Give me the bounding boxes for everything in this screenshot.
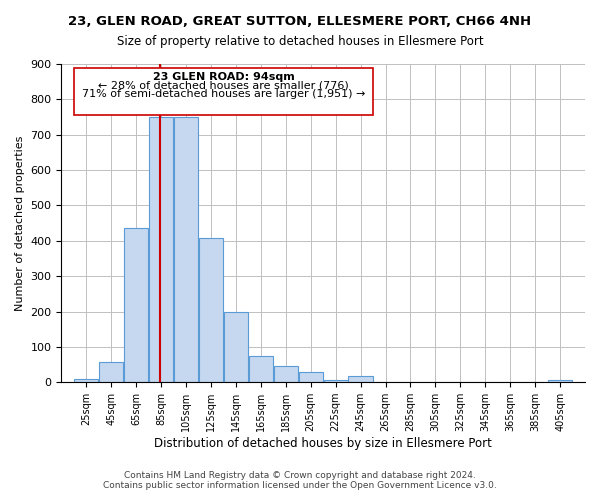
Text: Contains HM Land Registry data © Crown copyright and database right 2024.
Contai: Contains HM Land Registry data © Crown c… xyxy=(103,470,497,490)
Bar xyxy=(149,117,173,382)
Text: Size of property relative to detached houses in Ellesmere Port: Size of property relative to detached ho… xyxy=(116,35,484,48)
Bar xyxy=(199,238,223,382)
X-axis label: Distribution of detached houses by size in Ellesmere Port: Distribution of detached houses by size … xyxy=(154,437,492,450)
Bar xyxy=(323,380,348,382)
Text: 23 GLEN ROAD: 94sqm: 23 GLEN ROAD: 94sqm xyxy=(152,72,295,82)
Bar xyxy=(548,380,572,382)
Bar xyxy=(349,376,373,382)
Bar xyxy=(274,366,298,382)
Bar xyxy=(224,312,248,382)
Text: ← 28% of detached houses are smaller (776): ← 28% of detached houses are smaller (77… xyxy=(98,81,349,91)
Y-axis label: Number of detached properties: Number of detached properties xyxy=(15,136,25,311)
Bar xyxy=(299,372,323,382)
Text: 23, GLEN ROAD, GREAT SUTTON, ELLESMERE PORT, CH66 4NH: 23, GLEN ROAD, GREAT SUTTON, ELLESMERE P… xyxy=(68,15,532,28)
Bar xyxy=(249,356,273,382)
Bar xyxy=(74,378,98,382)
Bar xyxy=(124,228,148,382)
Bar xyxy=(174,117,198,382)
Bar xyxy=(99,362,124,382)
FancyBboxPatch shape xyxy=(74,68,373,116)
Text: 71% of semi-detached houses are larger (1,951) →: 71% of semi-detached houses are larger (… xyxy=(82,89,365,99)
